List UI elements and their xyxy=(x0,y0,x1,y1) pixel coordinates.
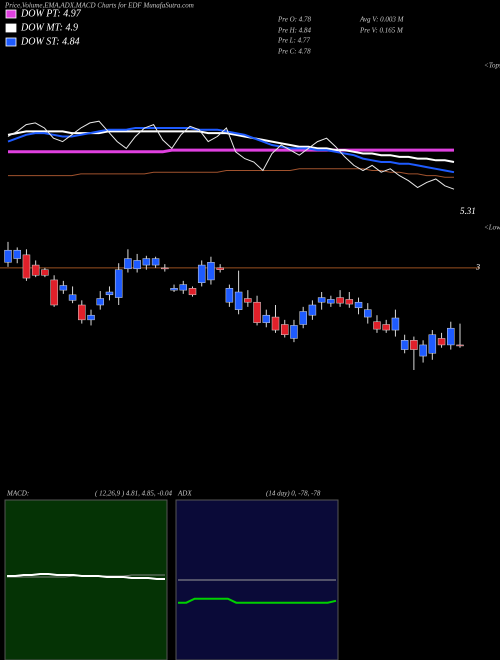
price-stat: Pre H: 4.84 xyxy=(277,27,311,35)
candle-body xyxy=(271,316,280,331)
legend-text: DOW ST: 4.84 xyxy=(20,36,80,47)
candle-body xyxy=(317,297,326,303)
series-line xyxy=(7,127,455,174)
candle-body xyxy=(114,269,123,298)
candle-body xyxy=(78,304,86,321)
candle-body xyxy=(400,340,409,350)
candle-body xyxy=(31,264,40,276)
candle-body xyxy=(419,344,427,357)
candle-body xyxy=(253,301,261,323)
candle-body xyxy=(179,284,188,291)
candle-body xyxy=(197,264,206,283)
candle-body xyxy=(124,258,132,270)
candle-body xyxy=(50,279,58,306)
series-line xyxy=(7,573,165,580)
candle-body xyxy=(170,288,178,291)
price-stat: Pre V: 0.165 M xyxy=(359,27,404,35)
price-stat: Pre O: 4.78 xyxy=(277,16,311,24)
candle-body xyxy=(188,288,197,296)
candle-body xyxy=(345,299,354,305)
candle-body xyxy=(290,325,298,339)
candle-body xyxy=(410,340,418,350)
candle-body xyxy=(225,288,234,303)
candle-body xyxy=(59,285,68,291)
candle-body xyxy=(364,309,372,318)
series-line xyxy=(7,120,455,190)
candle-body xyxy=(234,291,243,310)
series-line xyxy=(178,597,337,604)
chart-title: Price,Volume,EMA,ADX,MACD Charts for EDF… xyxy=(4,2,194,10)
candle-body xyxy=(373,321,381,330)
candle-body xyxy=(327,299,335,304)
candle-body xyxy=(280,324,289,335)
legend-text: DOW PT: 4.97 xyxy=(20,8,82,19)
series-line xyxy=(8,148,454,154)
candle-body xyxy=(447,327,455,346)
candle-body xyxy=(391,317,400,331)
candle-body xyxy=(216,267,224,270)
candle-body xyxy=(151,258,160,266)
legend-swatch xyxy=(5,37,17,47)
level-label: 3 xyxy=(475,263,480,272)
legend-text: DOW MT: 4.9 xyxy=(20,22,78,33)
price-stat: Pre C: 4.78 xyxy=(277,48,311,56)
panel-background xyxy=(4,499,168,660)
candle-body xyxy=(456,344,464,347)
candle-body xyxy=(336,297,344,304)
candle-body xyxy=(308,304,317,316)
candle-body xyxy=(437,338,446,346)
legend-swatch xyxy=(5,9,17,19)
series-line xyxy=(7,130,455,163)
candle-body xyxy=(41,269,49,276)
candle-body xyxy=(133,260,141,270)
candle-body xyxy=(354,301,363,309)
candle-body xyxy=(13,249,21,259)
candle-body xyxy=(142,258,151,266)
candle-body xyxy=(4,249,12,263)
legend-swatch xyxy=(5,23,17,33)
candle-body xyxy=(68,294,77,301)
panel-subtitle: ( 12,26,9 ) 4.81, 4.85, -0.04 xyxy=(95,490,172,498)
annotation: 5.31 xyxy=(460,206,476,216)
price-stat: Pre L: 4.77 xyxy=(277,37,310,45)
candle-body xyxy=(161,267,169,270)
panel-title: MACD: xyxy=(6,490,29,498)
candle-body xyxy=(22,254,31,279)
candle-body xyxy=(262,314,271,323)
candle-body xyxy=(299,311,307,325)
panel-title: ADX xyxy=(177,490,192,498)
price-stat: Avg V: 0.003 M xyxy=(359,16,405,24)
candle-body xyxy=(96,298,104,306)
candle-body xyxy=(382,324,390,331)
annotation: <Tops xyxy=(484,62,500,70)
candle-body xyxy=(105,291,114,296)
candle-body xyxy=(207,262,215,281)
candle-body xyxy=(428,334,437,354)
annotation: <Lows xyxy=(484,224,500,232)
candle-body xyxy=(244,298,252,303)
panel-subtitle: (14 day) 0, -78, -78 xyxy=(266,490,321,498)
candle-body xyxy=(87,314,95,321)
